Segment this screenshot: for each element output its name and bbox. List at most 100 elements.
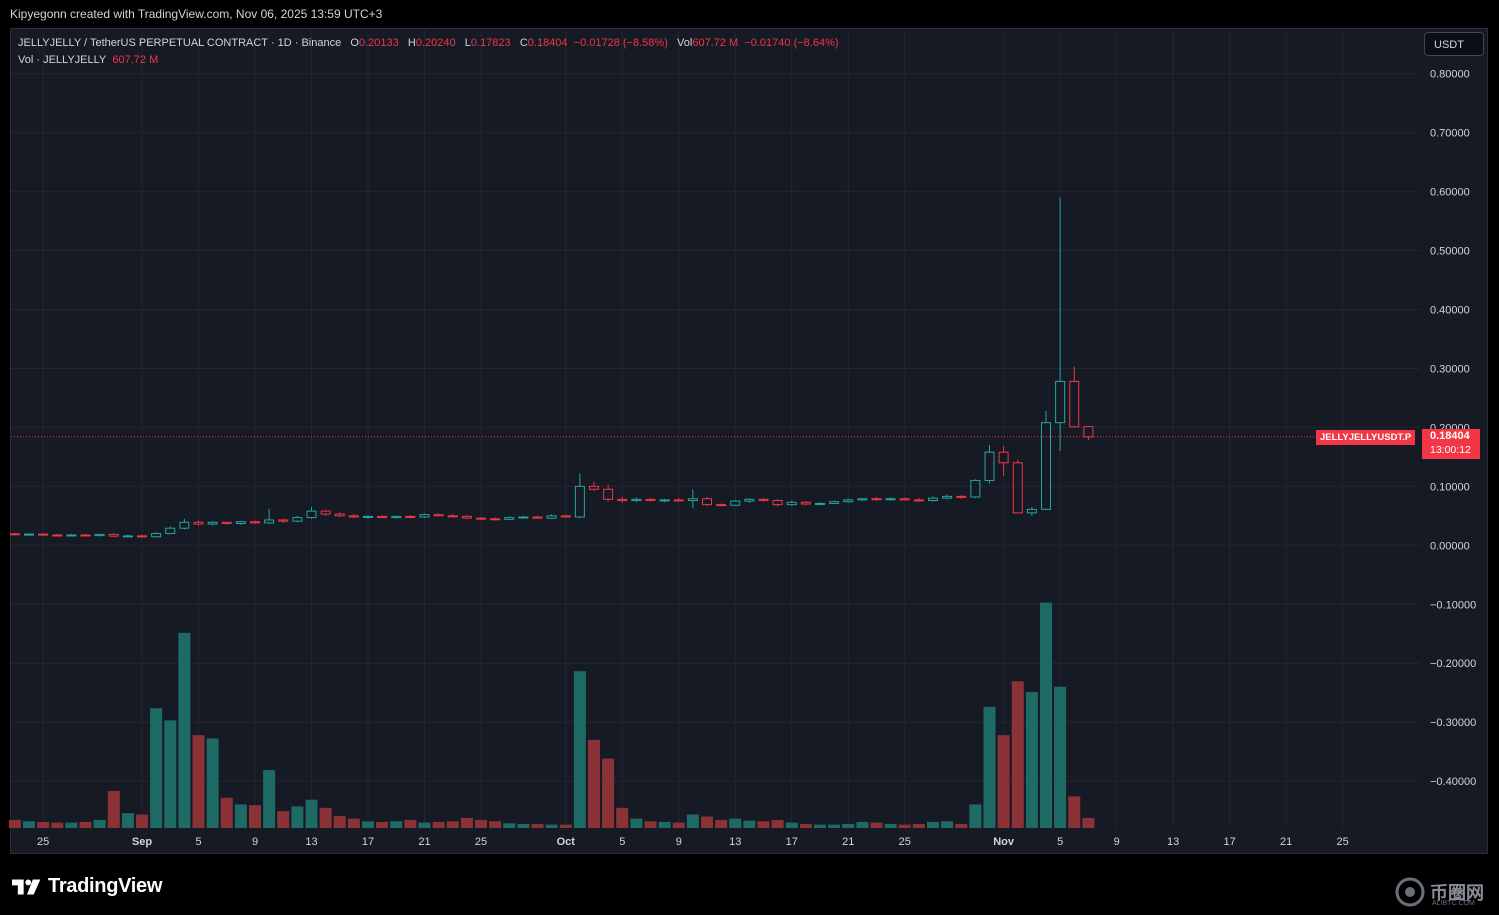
candle-body	[66, 534, 77, 537]
volume-bar	[390, 821, 403, 828]
volume-bar	[376, 821, 389, 828]
candle-body	[546, 515, 557, 519]
y-tick-label: 0.70000	[1430, 128, 1470, 140]
volume-bar	[291, 806, 304, 828]
candle-body	[306, 510, 317, 519]
candle-body	[942, 495, 953, 499]
volume-bar	[898, 824, 911, 828]
candle-body	[165, 527, 176, 535]
watermark-logo-icon	[1395, 877, 1425, 907]
x-tick-label: Nov	[993, 836, 1015, 848]
candle-body	[716, 504, 727, 507]
x-tick-label: Oct	[557, 836, 576, 848]
grid-lines	[11, 29, 1420, 828]
volume-bar	[1025, 692, 1038, 828]
candle-body	[857, 498, 868, 501]
y-tick-label: 0.30000	[1430, 363, 1470, 375]
y-tick-label: 0.50000	[1430, 246, 1470, 258]
volume-bar	[404, 819, 417, 828]
legend-vol-change: −0.01740 (−8.64%)	[744, 37, 839, 49]
candle-body	[560, 515, 571, 518]
candle-body	[9, 533, 20, 536]
candle-body	[419, 514, 430, 518]
candle-body	[913, 499, 924, 502]
candle-body	[984, 451, 995, 481]
candle-body	[52, 534, 63, 537]
y-tick-label: −0.10000	[1430, 599, 1476, 611]
candle-body	[871, 498, 882, 501]
candle-body	[207, 521, 218, 525]
volume-bar	[178, 632, 191, 828]
x-tick-label: 21	[418, 836, 430, 848]
candle-body	[122, 535, 133, 538]
legend-volume-row: Vol · JELLYJELLY 607.72 M	[18, 52, 839, 69]
candle-body	[405, 515, 416, 518]
last-price-label: 0.18404 13:00:12	[1422, 429, 1480, 459]
x-tick-label: 5	[195, 836, 201, 848]
candle-body	[603, 488, 614, 500]
legend-open: 0.20133	[358, 37, 399, 49]
volume-bar	[545, 824, 558, 828]
volume-bar	[79, 821, 92, 828]
watermark-text: 币圈网	[1430, 883, 1484, 903]
candle-body	[518, 516, 529, 519]
volume-bar	[234, 804, 247, 828]
candle-body	[956, 495, 967, 498]
volume-bar	[743, 820, 756, 828]
chart-panel[interactable]	[10, 28, 1488, 854]
volume-bar	[842, 823, 855, 828]
x-tick-label: 5	[619, 836, 625, 848]
x-tick-label: 17	[362, 836, 374, 848]
volume-bar	[672, 822, 685, 828]
volume-bar	[799, 823, 812, 828]
candle-body	[899, 498, 910, 501]
volume-bar	[884, 823, 897, 828]
candle-body	[264, 519, 275, 524]
candle-body	[1012, 462, 1023, 514]
volume-bar	[531, 823, 544, 828]
candle-body	[687, 498, 698, 501]
volume-bar	[573, 671, 586, 828]
candle-body	[278, 519, 289, 522]
volume-bar	[333, 815, 346, 828]
y-tick-label: 0.80000	[1430, 69, 1470, 81]
chart-credit: Kipyegonn created with TradingView.com, …	[10, 7, 383, 21]
currency-button[interactable]: USDT	[1424, 32, 1484, 56]
tradingview-logo[interactable]: TradingView	[12, 875, 162, 898]
x-tick-label: 25	[475, 836, 487, 848]
volume-bar	[206, 738, 219, 828]
candle-body	[589, 485, 599, 490]
x-tick-label: 25	[1337, 836, 1349, 848]
volume-bar	[969, 804, 982, 828]
volume-bars	[8, 602, 1095, 828]
tradingview-logo-text: TradingView	[48, 875, 163, 897]
candle-body	[476, 517, 486, 520]
legend-vol-label: Vol	[677, 37, 693, 49]
volume-bar	[814, 824, 826, 828]
volume-bar	[319, 807, 332, 828]
top-bar: Kipyegonn created with TradingView.com, …	[0, 0, 1499, 28]
candle-body	[673, 499, 684, 502]
x-tick-label: 13	[305, 836, 317, 848]
volume-bar	[602, 758, 615, 828]
candle-body	[80, 534, 91, 537]
candle-body	[815, 502, 825, 505]
candle-body	[94, 533, 105, 537]
x-tick-label: 25	[37, 836, 49, 848]
volume-bar	[37, 821, 50, 828]
volume-bar	[1068, 796, 1081, 828]
volume-bar	[475, 819, 487, 828]
candle-body	[1055, 380, 1066, 424]
volume-bar	[93, 819, 106, 828]
candle-body	[250, 521, 260, 524]
candle-body	[617, 498, 628, 501]
x-tick-label: Sep	[132, 836, 152, 848]
candle-body	[377, 515, 388, 519]
volume-bar	[446, 821, 459, 828]
candle-body	[137, 535, 147, 538]
volume-bar	[828, 824, 841, 828]
volume-bar	[729, 818, 742, 828]
volume-bar	[418, 822, 431, 828]
candle-body	[292, 517, 303, 522]
